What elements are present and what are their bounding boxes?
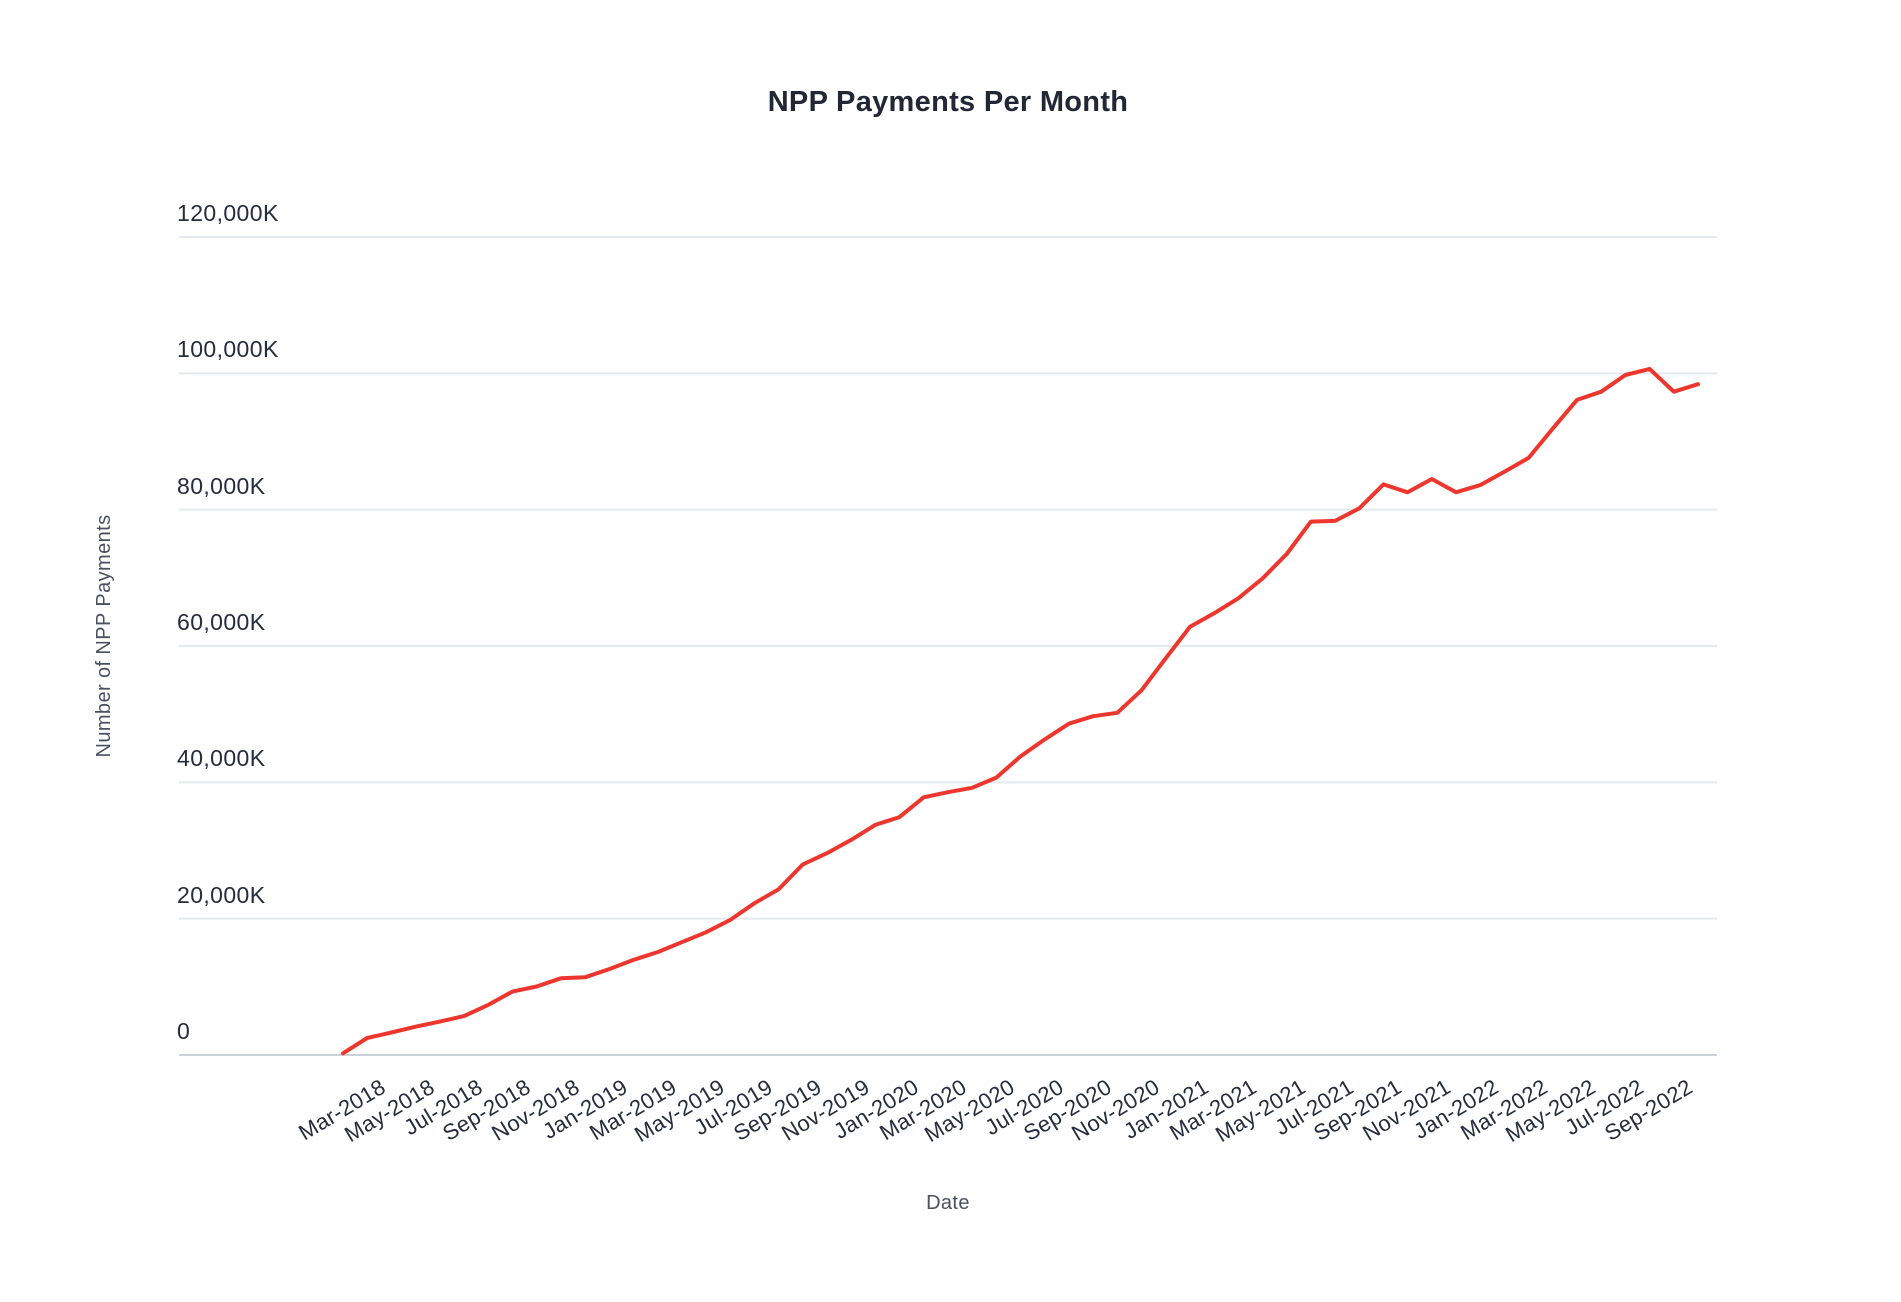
y-tick-label-80000: 80,000K: [177, 472, 266, 499]
y-tick-label-60000: 60,000K: [177, 609, 266, 635]
y-tick-label-0: 0: [177, 1018, 191, 1044]
y-tick-label-40000: 40,000K: [177, 745, 266, 772]
y-tick-label-120000: 120,000K: [177, 200, 279, 226]
y-axis-title: Number of NPP Payments: [93, 514, 115, 758]
npp-payments-series-line: [341, 366, 1700, 1056]
x-axis-title: Date: [926, 1192, 970, 1214]
chart-title: NPP Payments Per Month: [767, 86, 1129, 118]
y-tick-label-100000: 100,000K: [177, 336, 279, 363]
gridlines: [179, 236, 1717, 1056]
y-tick-label-20000: 20,000K: [177, 881, 266, 908]
